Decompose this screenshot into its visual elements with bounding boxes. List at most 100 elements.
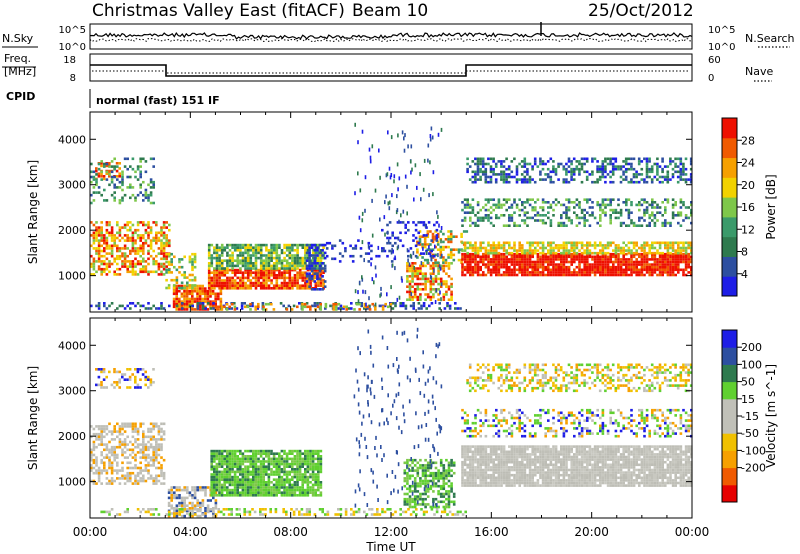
power-cell xyxy=(118,199,122,202)
power-cell xyxy=(585,160,589,163)
power-cell xyxy=(204,292,207,296)
velocity-cell xyxy=(233,491,237,494)
power-cell xyxy=(622,249,625,252)
power-cell xyxy=(167,263,171,266)
velocity-cell xyxy=(226,491,229,494)
power-cell xyxy=(406,280,409,283)
power-cell xyxy=(588,206,592,209)
power-cell xyxy=(249,284,253,287)
power-cell xyxy=(188,300,191,303)
power-cell xyxy=(567,201,571,204)
power-cell xyxy=(325,254,329,258)
velocity-cell xyxy=(147,448,150,452)
power-cell xyxy=(632,265,636,269)
power-cell xyxy=(630,203,633,207)
power-cell xyxy=(492,160,495,163)
power-cell xyxy=(377,254,381,258)
power-cell xyxy=(131,262,135,266)
power-cell xyxy=(690,273,693,277)
velocity-cell xyxy=(204,486,207,489)
power-cell xyxy=(210,281,214,285)
velocity-cell xyxy=(139,479,142,483)
velocity-cell xyxy=(241,483,245,487)
power-cell xyxy=(416,295,420,299)
power-cell xyxy=(108,169,111,173)
power-cell xyxy=(310,288,314,291)
velocity-cell xyxy=(218,481,221,484)
power-cell xyxy=(656,273,659,277)
power-cell xyxy=(116,249,119,253)
power-speck xyxy=(396,194,398,199)
power-cell xyxy=(105,247,109,250)
velocity-cell xyxy=(131,482,135,485)
power-cell xyxy=(212,302,215,305)
power-cell xyxy=(249,287,253,290)
velocity-cell xyxy=(126,461,129,465)
power-cell xyxy=(267,249,271,252)
power-cell xyxy=(674,241,677,245)
power-speck xyxy=(385,194,387,199)
power-cell xyxy=(645,162,649,166)
power-cell xyxy=(291,284,294,287)
power-cell xyxy=(239,249,242,252)
velocity-cell xyxy=(210,494,213,497)
power-cell xyxy=(643,273,646,277)
power-cell xyxy=(95,167,98,170)
power-cell xyxy=(495,214,498,217)
power-cell xyxy=(254,264,258,268)
power-cell xyxy=(183,302,186,306)
power-cell xyxy=(118,167,121,170)
power-cell xyxy=(617,268,620,272)
power-cell xyxy=(604,160,607,163)
power-cell xyxy=(360,304,363,308)
power-cell xyxy=(521,208,524,212)
velocity-cell xyxy=(92,443,96,446)
power-cell xyxy=(108,247,111,250)
power-cell xyxy=(97,265,101,268)
power-cell xyxy=(674,203,677,207)
power-cell xyxy=(172,289,176,293)
power-cell xyxy=(239,271,242,274)
power-cell xyxy=(207,271,211,274)
power-cell xyxy=(411,272,414,275)
velocity-cell xyxy=(186,504,189,507)
power-cell xyxy=(131,247,135,250)
power-cell xyxy=(254,262,258,265)
power-cell xyxy=(142,193,145,197)
power-cell xyxy=(249,302,252,306)
power-cell xyxy=(684,249,688,252)
power-cell xyxy=(536,260,540,264)
velocity-cell xyxy=(231,475,234,479)
power-cell xyxy=(318,251,322,255)
power-cell xyxy=(206,295,210,298)
power-cell xyxy=(502,173,506,176)
velocity-cell xyxy=(121,422,124,426)
power-cell xyxy=(679,178,683,181)
power-cell xyxy=(149,157,153,161)
power-cell xyxy=(193,276,197,279)
power-cell xyxy=(484,249,488,252)
power-cell xyxy=(285,267,289,270)
velocity-cell xyxy=(201,501,205,505)
power-cell xyxy=(417,241,420,245)
power-cell xyxy=(285,308,289,311)
power-cell xyxy=(624,160,628,163)
velocity-cell xyxy=(193,504,197,507)
power-cell xyxy=(207,256,211,260)
velocity-cell xyxy=(105,425,109,428)
velocity-cell xyxy=(252,449,255,453)
power-cell xyxy=(265,281,268,285)
velocity-cell xyxy=(160,448,163,452)
power-cell xyxy=(144,270,148,274)
power-cell xyxy=(648,224,651,227)
power-speck xyxy=(383,247,385,252)
power-cell xyxy=(213,276,216,280)
power-cell xyxy=(306,268,310,272)
power-cell xyxy=(429,288,433,291)
power-cell xyxy=(291,254,294,257)
power-cell xyxy=(523,162,527,166)
power-cell xyxy=(502,246,506,250)
power-cell xyxy=(495,206,498,209)
power-cell xyxy=(167,252,171,256)
power-cell xyxy=(479,167,482,171)
